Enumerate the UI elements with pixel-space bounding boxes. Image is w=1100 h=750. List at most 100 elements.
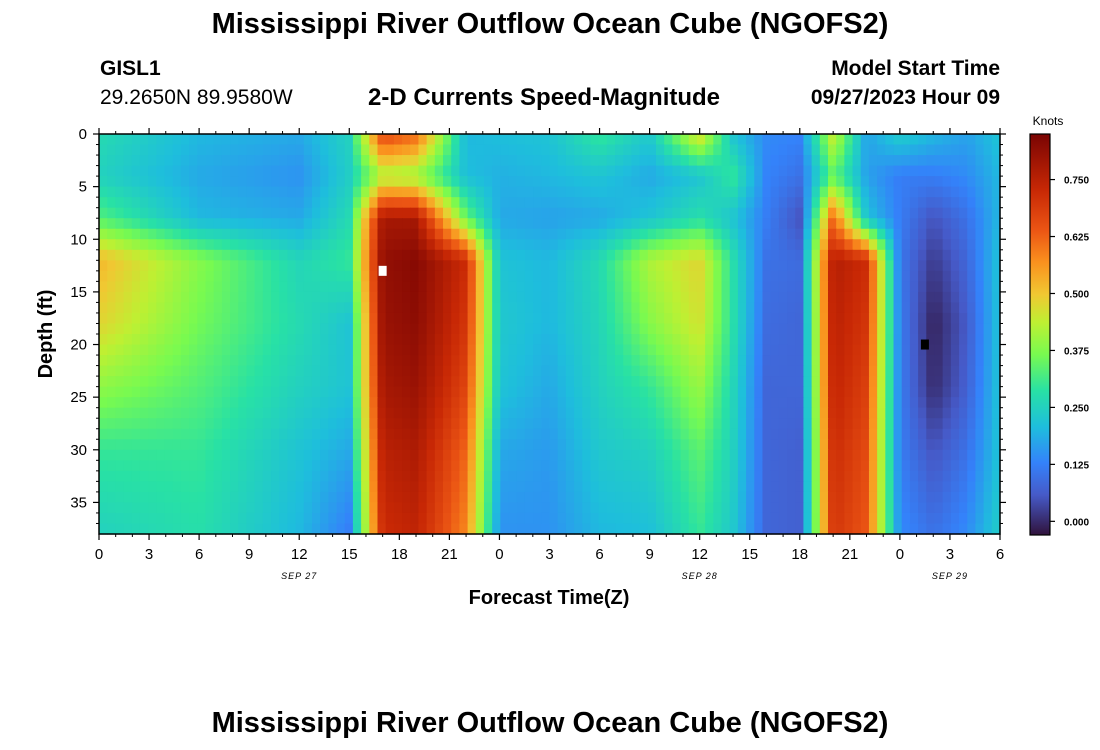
heatmap-cell — [483, 449, 493, 461]
heatmap-cell — [696, 302, 706, 314]
heatmap-cell — [844, 439, 854, 451]
heatmap-cell — [328, 281, 338, 293]
heatmap-cell — [115, 334, 125, 346]
heatmap-cell — [443, 502, 452, 514]
heatmap-cell — [361, 481, 370, 493]
heatmap-cell — [565, 355, 575, 367]
heatmap-cell — [99, 502, 108, 514]
heatmap-cell — [713, 428, 723, 440]
heatmap-cell — [148, 207, 157, 219]
heatmap-cell — [926, 491, 936, 504]
heatmap-cell — [795, 281, 805, 293]
heatmap-cell — [770, 418, 780, 430]
heatmap-cell — [680, 512, 690, 525]
heatmap-cell — [975, 218, 985, 230]
heatmap-cell — [213, 144, 223, 156]
heatmap-cell — [778, 407, 788, 419]
heatmap-cell — [819, 228, 829, 240]
heatmap-cell — [131, 376, 141, 388]
heatmap-cell — [950, 144, 960, 156]
heatmap-cell — [238, 365, 248, 377]
heatmap-cell — [549, 197, 559, 209]
heatmap-cell — [787, 355, 796, 367]
heatmap-cell — [672, 428, 682, 440]
heatmap-cell — [172, 481, 182, 493]
heatmap-cell — [909, 355, 919, 367]
heatmap-cell — [483, 165, 493, 177]
heatmap-cell — [377, 407, 387, 419]
heatmap-cell — [475, 239, 485, 251]
heatmap-cell — [647, 376, 657, 388]
heatmap-cell — [344, 481, 354, 493]
heatmap-cell — [664, 355, 673, 367]
heatmap-cell — [844, 470, 854, 482]
heatmap-cell — [811, 260, 821, 272]
heatmap-cell — [574, 418, 583, 430]
heatmap-cell — [230, 218, 239, 230]
heatmap-cell — [172, 239, 182, 251]
heatmap-cell — [623, 218, 633, 230]
heatmap-cell — [967, 428, 977, 440]
heatmap-cell — [795, 186, 805, 198]
heatmap-cell — [893, 249, 903, 261]
heatmap-cell — [434, 302, 444, 314]
heatmap-cell — [508, 134, 518, 146]
heatmap-cell — [139, 397, 149, 409]
heatmap-cell — [426, 228, 436, 240]
heatmap-cell — [475, 197, 485, 209]
heatmap-cell — [582, 270, 592, 282]
heatmap-cell — [107, 334, 116, 346]
heatmap-cell — [221, 355, 231, 367]
heatmap-cell — [197, 165, 207, 177]
heatmap-cell — [377, 512, 387, 525]
heatmap-cell — [721, 155, 731, 167]
heatmap-cell — [459, 239, 469, 251]
heatmap-cell — [254, 197, 264, 209]
heatmap-cell — [967, 323, 977, 335]
heatmap-cell — [705, 260, 714, 272]
heatmap-cell — [213, 365, 223, 377]
heatmap-cell — [189, 439, 198, 451]
heatmap-cell — [778, 334, 788, 346]
heatmap-cell — [795, 418, 805, 430]
heatmap-cell — [221, 186, 231, 198]
heatmap-cell — [868, 470, 878, 482]
heatmap-cell — [418, 523, 428, 535]
heatmap-cell — [402, 218, 411, 230]
heatmap-cell — [385, 523, 395, 535]
heatmap-cell — [328, 197, 338, 209]
heatmap-cell — [770, 334, 780, 346]
heatmap-cell — [852, 502, 862, 514]
heatmap-cell — [123, 418, 133, 430]
heatmap-cell — [172, 134, 182, 146]
heatmap-cell — [885, 291, 895, 304]
heatmap-cell — [393, 323, 403, 335]
heatmap-cell — [770, 260, 780, 272]
heatmap-cell — [893, 291, 903, 304]
heatmap-cell — [164, 249, 174, 261]
heatmap-cell — [909, 186, 919, 198]
heatmap-cell — [164, 281, 174, 293]
heatmap-cell — [909, 218, 919, 230]
heatmap-cell — [918, 439, 927, 451]
heatmap-cell — [213, 418, 223, 430]
heatmap-cell — [827, 176, 837, 188]
heatmap-cell — [500, 470, 510, 482]
heatmap-cell — [770, 239, 780, 251]
heatmap-cell — [279, 418, 288, 430]
heatmap-cell — [926, 481, 936, 493]
heatmap-cell — [393, 186, 403, 198]
heatmap-cell — [836, 344, 845, 356]
heatmap-cell — [950, 155, 960, 167]
heatmap-cell — [942, 176, 952, 188]
heatmap-cell — [696, 197, 706, 209]
heatmap-cell — [393, 491, 403, 504]
heatmap-cell — [582, 176, 592, 188]
heatmap-cell — [639, 239, 649, 251]
heatmap-cell — [287, 355, 297, 367]
heatmap-cell — [844, 207, 854, 219]
heatmap-cell — [328, 523, 338, 535]
heatmap-cell — [131, 439, 141, 451]
heatmap-cell — [189, 197, 198, 209]
heatmap-cell — [934, 407, 944, 419]
